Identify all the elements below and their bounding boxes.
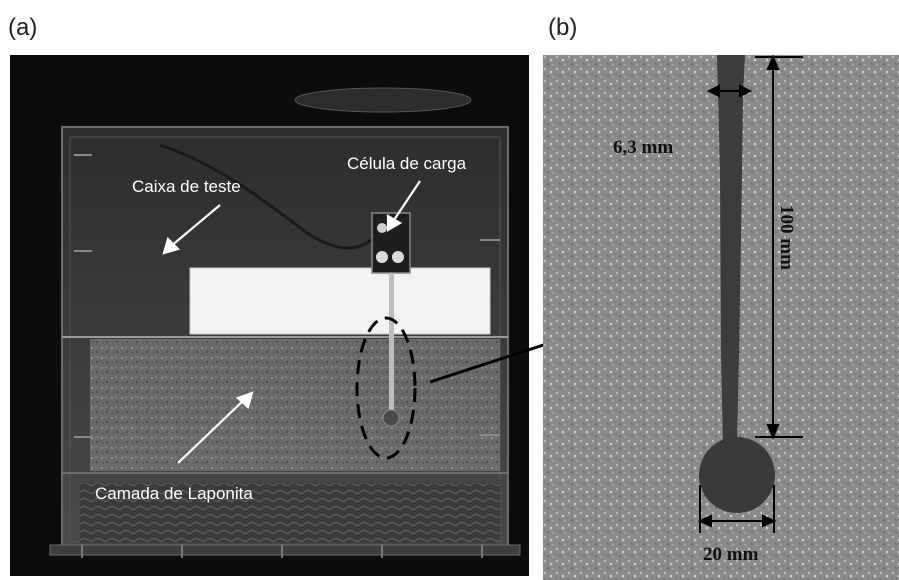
ball-diameter-label: 20 mm xyxy=(703,544,759,565)
rod xyxy=(717,55,745,445)
closeup-photo: 6,3 mm 100 mm 20 mm xyxy=(543,55,899,580)
panel-a-label: (a) xyxy=(8,14,38,41)
highlight-ellipse xyxy=(355,316,417,460)
penetrometer-rod xyxy=(389,273,394,417)
rod-length-label: 100 mm xyxy=(776,205,797,270)
laponite-layer-label: Camada de Laponita xyxy=(95,484,253,503)
ball xyxy=(699,437,775,513)
test-setup-photo: Caixa de teste Célula de carga Camada de… xyxy=(10,55,529,576)
laponite-layer xyxy=(90,339,500,471)
load-cell-label: Célula de carga xyxy=(347,154,467,173)
panel-b-label: (b) xyxy=(548,14,578,41)
test-box-label: Caixa de teste xyxy=(132,177,241,196)
penetrometer-ball xyxy=(382,409,400,427)
rod-width-label: 6,3 mm xyxy=(613,137,673,158)
